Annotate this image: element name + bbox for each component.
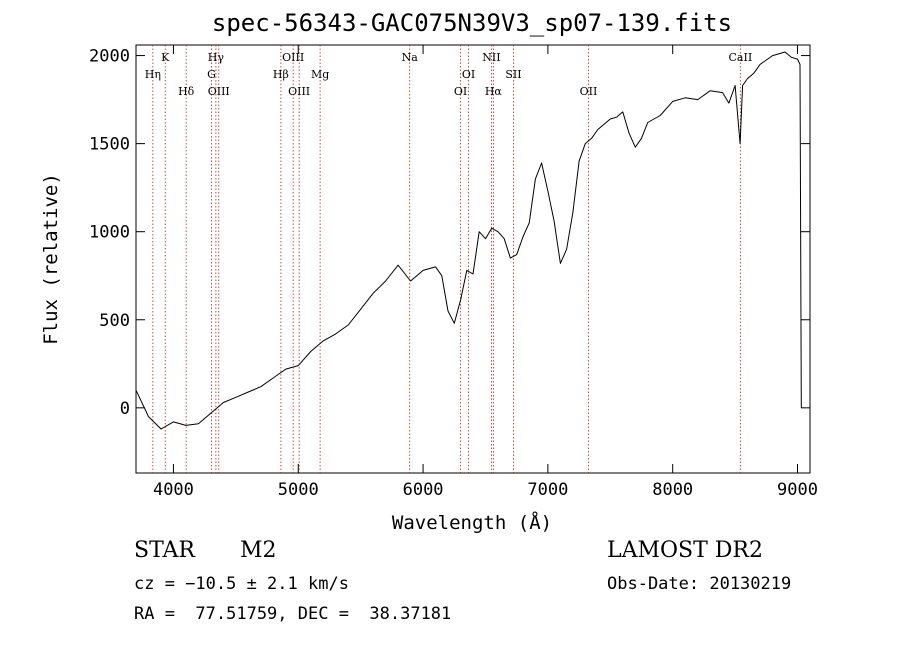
- spectral-line-label: OII: [580, 85, 598, 98]
- spectral-line-label: Hγ: [208, 51, 225, 64]
- y-tick-label: 1000: [89, 223, 130, 243]
- spectral-line-label: OIII: [208, 85, 230, 98]
- spectral-line-label: Hδ: [178, 85, 195, 98]
- spectral-line-label: Na: [402, 51, 419, 64]
- redshift-cz: cz = −10.5 ± 2.1 km/s: [134, 574, 349, 594]
- spectral-line-label: SII: [505, 68, 521, 81]
- x-tick-label: 8000: [652, 480, 693, 500]
- object-subclass: M2: [240, 538, 277, 563]
- x-tick-label: 9000: [777, 480, 818, 500]
- spectral-line-label: Hα: [485, 85, 503, 98]
- spectral-line-label: OI: [462, 68, 475, 81]
- spectral-line-label: OIII: [282, 51, 304, 64]
- survey-name: LAMOST DR2: [607, 538, 763, 563]
- x-tick-label: 7000: [527, 480, 568, 500]
- spectral-line-label: OI: [454, 85, 467, 98]
- spectral-line-label: G: [207, 68, 216, 81]
- x-tick-label: 5000: [278, 480, 319, 500]
- spectral-line-label: Mg: [311, 68, 329, 81]
- object-class: STAR: [134, 538, 195, 563]
- spectral-line-label: NII: [482, 51, 500, 64]
- chart-title: spec-56343-GAC075N39V3_sp07-139.fits: [212, 9, 732, 37]
- spectral-line-label: CaII: [729, 51, 753, 64]
- y-tick-label: 0: [120, 399, 130, 419]
- spectral-line-label: Hη: [145, 68, 161, 81]
- obs-date: Obs-Date: 20130219: [607, 574, 792, 594]
- spectral-line-label: OIII: [288, 85, 310, 98]
- y-tick-label: 1500: [89, 135, 130, 155]
- x-axis-label: Wavelength (Å): [392, 511, 552, 534]
- y-axis-label: Flux (relative): [40, 173, 62, 345]
- x-tick-label: 6000: [403, 480, 444, 500]
- spectral-line-label: Hβ: [273, 68, 289, 81]
- spectral-line-label: K: [161, 51, 170, 64]
- x-tick-label: 4000: [153, 480, 194, 500]
- y-tick-label: 500: [99, 311, 130, 331]
- ra-dec: RA = 77.51759, DEC = 38.37181: [134, 604, 452, 624]
- spectrum-chart: spec-56343-GAC075N39V3_sp07-139.fits HηK…: [40, 9, 818, 534]
- y-tick-label: 2000: [89, 47, 130, 67]
- plot-frame: [135, 44, 811, 474]
- flux-series-line: [135, 51, 802, 430]
